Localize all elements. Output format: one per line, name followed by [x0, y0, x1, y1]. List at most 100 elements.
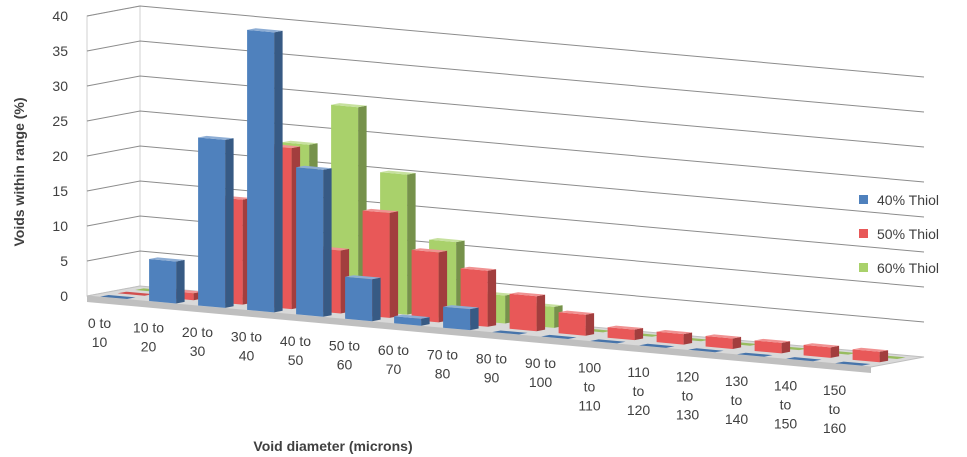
- bar-side: [372, 277, 381, 322]
- y-tick-label: 35: [52, 43, 68, 59]
- bar-top: [247, 28, 283, 33]
- bar-top: [705, 334, 742, 339]
- bar: [117, 291, 154, 296]
- y-tick-label: 20: [52, 148, 68, 164]
- bar: [100, 295, 136, 299]
- bar: [296, 165, 332, 317]
- bar-top: [345, 275, 381, 280]
- bar-top: [429, 238, 465, 243]
- bar-front: [149, 259, 177, 304]
- bar-top: [149, 257, 185, 262]
- bar-side: [274, 30, 283, 313]
- legend-swatch: [859, 263, 868, 272]
- bar-side: [879, 350, 889, 363]
- x-tick-label: 0 to 10: [88, 315, 112, 350]
- floor-edge: [87, 296, 871, 373]
- bar-side: [585, 313, 595, 336]
- x-tick-label: 10 to 20: [133, 320, 164, 355]
- bar-base: [100, 295, 136, 299]
- bar-top: [754, 338, 791, 343]
- bar-top: [656, 330, 693, 335]
- bar-side: [683, 332, 693, 345]
- x-tick-label: 90 to 100: [525, 355, 556, 390]
- bar-side: [176, 259, 185, 304]
- bar-top: [852, 347, 889, 352]
- gridline: [86, 250, 925, 323]
- bar-top: [607, 325, 644, 330]
- bar-front: [296, 167, 324, 317]
- bar-front: [411, 249, 439, 323]
- bar: [705, 334, 742, 349]
- bar-front: [705, 336, 733, 349]
- gridline: [86, 180, 925, 253]
- y-tick-label: 40: [52, 8, 68, 24]
- x-tick-label: 150 to 160: [823, 382, 847, 436]
- x-tick-label: 80 to 90: [476, 351, 507, 386]
- bar-side: [389, 211, 399, 318]
- bar-front: [607, 327, 635, 341]
- y-tick-label: 5: [60, 253, 68, 269]
- bar-side: [781, 341, 791, 354]
- legend-swatch: [859, 195, 868, 204]
- y-tick-label: 0: [60, 288, 68, 304]
- bar: [541, 334, 577, 339]
- bar-front: [852, 349, 880, 363]
- bars: [100, 28, 906, 366]
- x-axis-title: Void diameter (microns): [253, 438, 412, 454]
- bar-top: [509, 292, 546, 297]
- bar: [639, 343, 675, 348]
- gridline: [86, 110, 925, 183]
- bar: [835, 361, 871, 366]
- bar: [737, 352, 773, 357]
- bar: [656, 330, 693, 345]
- bar-base: [590, 339, 626, 344]
- legend-label: 60% Thiol: [877, 260, 939, 276]
- bar-front: [558, 312, 586, 336]
- gridline: [86, 75, 925, 148]
- bar-base: [639, 343, 675, 348]
- gridlines: [86, 5, 925, 323]
- y-axis-title: Voids within range (%): [11, 97, 27, 246]
- legend: 40% Thiol 50% Thiol 60% Thiol: [859, 192, 939, 276]
- x-tick-label: 110 to 120: [627, 364, 651, 418]
- x-tick-label: 60 to 70: [378, 342, 409, 377]
- bar: [247, 28, 283, 313]
- bar: [558, 310, 595, 336]
- bar-front: [443, 306, 471, 331]
- bar-top: [380, 170, 416, 175]
- bar-top: [460, 266, 497, 271]
- y-tick-label: 10: [52, 218, 68, 234]
- bar-front: [754, 340, 782, 354]
- bar-side: [323, 168, 332, 317]
- legend-label: 50% Thiol: [877, 226, 939, 242]
- bar: [803, 343, 840, 358]
- legend-swatch: [859, 229, 868, 238]
- x-tick-label: 120 to 130: [676, 369, 700, 423]
- bar-top: [411, 248, 448, 253]
- bar-base: [117, 291, 154, 296]
- bar-front: [345, 276, 373, 322]
- gridline: [86, 215, 925, 288]
- bar-top: [394, 314, 430, 319]
- bar-front: [394, 316, 422, 326]
- bar-side: [634, 328, 644, 341]
- bar: [394, 314, 430, 326]
- bar: [688, 348, 724, 353]
- bar-front: [656, 331, 684, 345]
- bar: [590, 339, 626, 344]
- x-tick-label: 20 to 30: [182, 324, 213, 359]
- x-tick-label: 140 to 150: [774, 377, 798, 431]
- bar: [786, 357, 822, 362]
- y-tick-label: 25: [52, 113, 68, 129]
- legend-label: 40% Thiol: [877, 192, 939, 208]
- bar-top: [443, 305, 479, 310]
- bar-base: [492, 330, 528, 335]
- bar: [852, 347, 889, 363]
- bar: [509, 292, 546, 332]
- x-tick-label: 100 to 110: [578, 360, 602, 414]
- x-axis-ticks: 0 to 10 10 to 20 20 to 30 30 to 40 40 to 50 50 to 6…: [88, 315, 847, 436]
- bar-top: [558, 310, 595, 315]
- bar-top: [362, 208, 399, 213]
- y-axis-ticks: 0 5 10 15 20 25 30 35 40: [52, 8, 68, 304]
- bar-side: [470, 307, 479, 331]
